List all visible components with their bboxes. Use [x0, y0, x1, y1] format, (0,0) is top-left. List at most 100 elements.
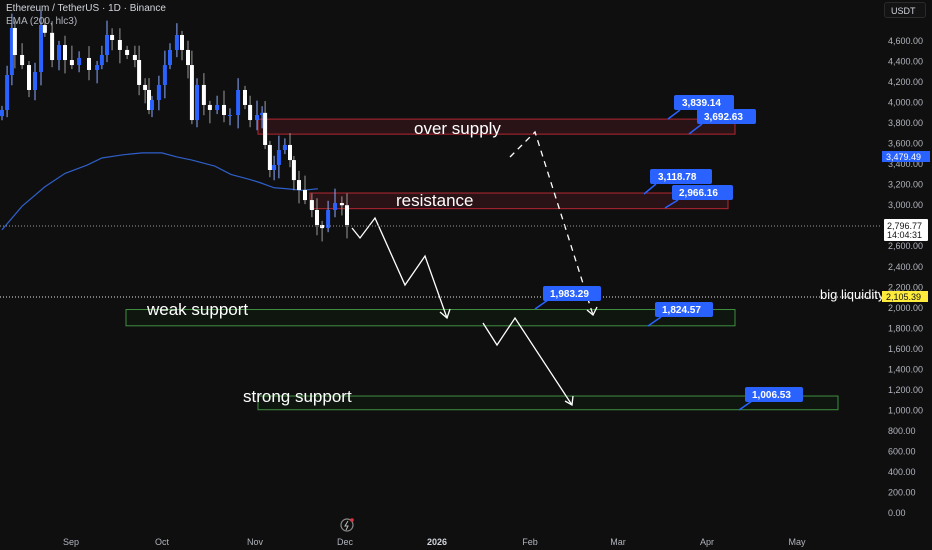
candle-body — [260, 112, 265, 116]
y-tick-label: 400.00 — [888, 467, 916, 477]
candle-body — [162, 65, 167, 85]
y-tick-label: 1,600.00 — [888, 344, 923, 354]
candle-body — [63, 45, 67, 61]
y-tick-label: 4,400.00 — [888, 57, 923, 67]
y-tick-label: 0.00 — [888, 508, 906, 518]
candle-body — [39, 25, 43, 73]
x-axis[interactable]: Sep Oct Nov Dec 2026 Feb Mar Apr May — [63, 537, 806, 547]
zone-label-weak-support: weak support — [146, 300, 248, 319]
candle — [215, 95, 220, 115]
candle — [143, 78, 148, 104]
candle-body — [9, 28, 14, 76]
candle — [0, 105, 4, 121]
candle — [195, 78, 199, 128]
arrowhead-dashed — [586, 306, 598, 317]
candle-body — [95, 65, 100, 70]
callout-text: 1,824.57 — [662, 305, 701, 316]
candle-body — [315, 210, 319, 226]
candle-body — [189, 65, 194, 121]
candle-body — [320, 225, 325, 229]
candle — [162, 50, 167, 99]
projection-path-solid-1 — [351, 216, 448, 319]
candle-body — [12, 28, 17, 55]
candle-body — [236, 89, 241, 116]
lightning-icon[interactable] — [340, 518, 354, 532]
liquidity-price-tag: 2,105.39 — [882, 291, 928, 302]
candle — [57, 40, 61, 71]
candle — [255, 100, 259, 131]
zone-box-over-supply — [257, 118, 736, 135]
candle — [263, 101, 268, 150]
callout-2966[interactable]: 2,966.16 — [664, 185, 733, 209]
candle — [33, 62, 37, 101]
candle — [267, 140, 272, 178]
candle-body — [27, 65, 31, 90]
callout-3118[interactable]: 3,118.78 — [643, 169, 712, 195]
candles — [0, 10, 349, 242]
candle — [260, 106, 265, 129]
candle — [186, 40, 190, 79]
callout-1824[interactable]: 1,824.57 — [647, 302, 713, 327]
ema-200-line — [1, 152, 318, 231]
y-axis[interactable]: 4,600.00 4,400.00 4,200.00 4,000.00 3,800.00… — [888, 36, 923, 518]
candle — [272, 155, 277, 181]
x-tick-label: Dec — [337, 537, 354, 547]
callout-3839[interactable]: 3,839.14 — [667, 95, 734, 120]
y-tick-label: 3,800.00 — [888, 118, 923, 128]
projection-path-solid-2 — [482, 316, 573, 406]
x-tick-label: Oct — [155, 537, 170, 547]
y-tick-label: 1,200.00 — [888, 385, 923, 395]
callout-text: 3,839.14 — [682, 98, 721, 109]
candle-body — [77, 57, 82, 66]
candle-body — [326, 210, 331, 229]
candle — [9, 13, 14, 86]
candle-body — [132, 54, 137, 61]
candle — [150, 95, 154, 118]
candle-body — [263, 112, 268, 145]
liquidity-label: big liquidity — [820, 287, 885, 302]
currency-button[interactable]: USDT — [884, 2, 926, 18]
candle — [105, 20, 109, 63]
callout-1006[interactable]: 1,006.53 — [738, 387, 803, 411]
current-price-text: 2,796.77 — [887, 221, 922, 231]
indicator-title[interactable]: EMA (200, hlc3) — [6, 16, 78, 27]
candle-body — [186, 49, 190, 66]
y-tick-label: 3,200.00 — [888, 180, 923, 190]
candle — [117, 28, 122, 64]
candle-body — [267, 144, 272, 171]
candle-body — [150, 100, 154, 110]
candle — [77, 51, 82, 73]
callout-3692[interactable]: 3,692.63 — [688, 109, 756, 135]
candle-body — [228, 115, 232, 117]
y-tick-label: 4,600.00 — [888, 36, 923, 46]
callout-1983[interactable]: 1,983.29 — [534, 286, 601, 310]
candle — [222, 90, 226, 123]
candle — [320, 220, 325, 242]
candle — [147, 78, 151, 115]
candle — [248, 95, 253, 128]
candle-body — [339, 203, 344, 206]
candle-body — [33, 72, 37, 90]
candle-body — [42, 25, 47, 33]
symbol-title[interactable]: Ethereum / TetherUS · 1D · Binance — [6, 3, 166, 14]
candle-body — [248, 104, 253, 121]
ema-price-tag: 3,479.49 — [882, 151, 930, 162]
zone-box-strong-support — [257, 395, 839, 411]
y-tick-label: 200.00 — [888, 487, 916, 497]
y-tick-label: 2,000.00 — [888, 303, 923, 313]
callout-text: 2,966.16 — [679, 188, 718, 199]
x-tick-label: May — [788, 537, 806, 547]
candle-body — [345, 205, 349, 226]
liquidity-price-text: 2,105.39 — [886, 292, 921, 302]
candle-body — [69, 60, 74, 66]
y-tick-label: 1,000.00 — [888, 405, 923, 415]
zone-box-weak-support — [125, 309, 736, 327]
x-tick-label: Apr — [700, 537, 714, 547]
x-tick-label: 2026 — [427, 537, 447, 547]
callout-text: 1,006.53 — [752, 390, 791, 401]
candle — [282, 138, 287, 155]
ema-line — [1, 152, 318, 231]
candle — [309, 193, 314, 218]
